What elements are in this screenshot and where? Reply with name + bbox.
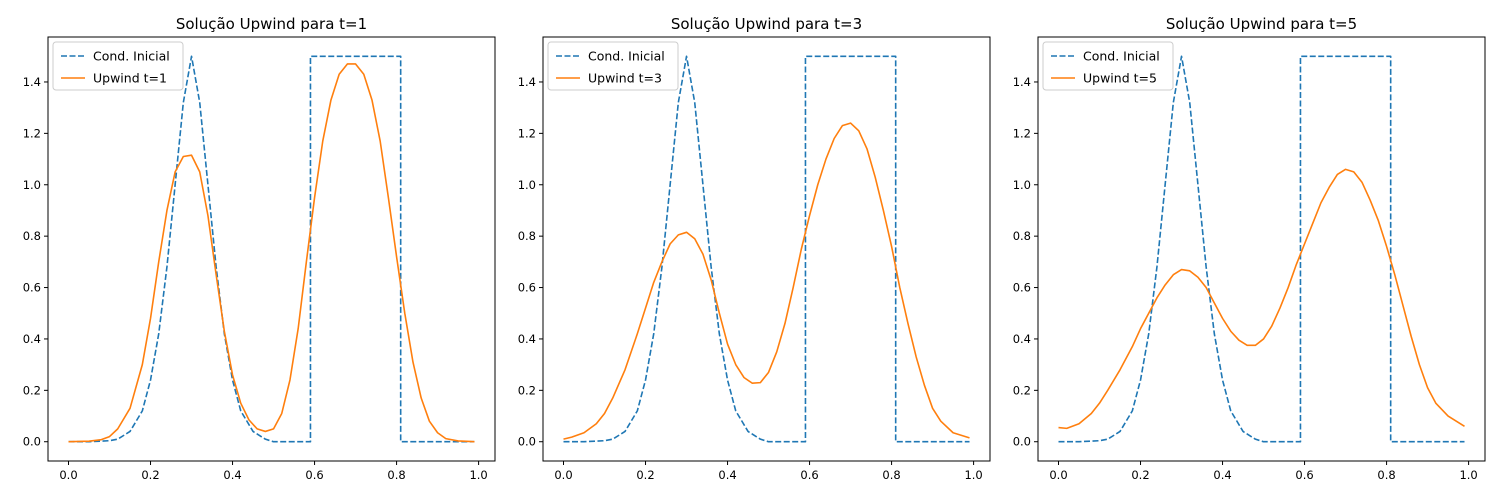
legend-label: Cond. Inicial (1083, 49, 1160, 64)
y-tick-label: 1.0 (23, 178, 41, 192)
y-tick-label: 0.8 (518, 229, 536, 243)
chart-panel-2: Solução Upwind para t=3 0.0 0.2 0.4 0.6 0.8 1.… (518, 15, 991, 482)
chart-panel-1: Solução Upwind para t=1 0.0 0.2 0.4 0.6 0.8 1.… (23, 15, 496, 482)
y-tick-label: 1.0 (1013, 178, 1031, 192)
series-group (1058, 55, 1465, 443)
axes-frame (47, 36, 496, 462)
y-tick-label: 0.6 (518, 281, 536, 295)
x-tick-label: 0.0 (554, 468, 572, 482)
axes-frame (542, 36, 991, 462)
x-tick-label: 0.0 (1049, 468, 1067, 482)
y-tick-label: 0.0 (23, 435, 41, 449)
legend-box (52, 41, 184, 91)
legend-label: Cond. Inicial (93, 49, 170, 64)
x-tick-label: 0.2 (1131, 468, 1149, 482)
legend-label: Cond. Inicial (588, 49, 665, 64)
chart-title: Solução Upwind para t=1 (176, 15, 367, 33)
series-group (68, 55, 475, 443)
legend: Cond. Inicial Upwind t=1 (52, 41, 184, 91)
x-tick-label: 0.8 (1377, 468, 1395, 482)
series-line-initial-condition (563, 55, 970, 443)
series-group (563, 55, 970, 443)
x-tick-label: 0.6 (800, 468, 818, 482)
legend-label: Upwind t=3 (588, 71, 662, 86)
y-tick-label: 0.8 (23, 229, 41, 243)
y-tick-label: 0.0 (1013, 435, 1031, 449)
x-tick-label: 0.6 (305, 468, 323, 482)
x-tick-label: 0.4 (718, 468, 736, 482)
y-tick-label: 0.6 (23, 281, 41, 295)
y-tick-label: 0.2 (1013, 383, 1031, 397)
x-tick-label: 0.8 (387, 468, 405, 482)
x-tick-label: 0.4 (1213, 468, 1231, 482)
y-tick-label: 0.0 (518, 435, 536, 449)
legend-box (547, 41, 679, 91)
x-tick-label: 1.0 (469, 468, 487, 482)
series-line-initial-condition (68, 55, 475, 443)
y-tick-label: 0.2 (518, 383, 536, 397)
y-tick-label: 0.4 (23, 332, 41, 346)
x-tick-label: 0.6 (1295, 468, 1313, 482)
axes-frame (1037, 36, 1486, 462)
legend-box (1042, 41, 1174, 91)
y-tick-label: 1.4 (518, 75, 536, 89)
y-tick-label: 0.6 (1013, 281, 1031, 295)
legend: Cond. Inicial Upwind t=5 (1042, 41, 1174, 91)
legend-label: Upwind t=1 (93, 71, 167, 86)
legend: Cond. Inicial Upwind t=3 (547, 41, 679, 91)
chart-title: Solução Upwind para t=5 (1166, 15, 1357, 33)
y-tick-label: 1.2 (23, 126, 41, 140)
x-tick-label: 0.2 (636, 468, 654, 482)
series-line-upwind (68, 63, 475, 443)
y-tick-label: 0.8 (1013, 229, 1031, 243)
chart-panel-3: Solução Upwind para t=5 0.0 0.2 0.4 0.6 0.8 1.… (1013, 15, 1486, 482)
series-line-initial-condition (1058, 55, 1465, 443)
y-tick-label: 1.2 (1013, 126, 1031, 140)
x-tick-label: 0.8 (882, 468, 900, 482)
series-line-upwind (1058, 168, 1465, 430)
x-tick-label: 0.0 (59, 468, 77, 482)
x-tick-label: 1.0 (1459, 468, 1477, 482)
y-tick-label: 0.4 (518, 332, 536, 346)
series-line-upwind (563, 122, 970, 440)
y-tick-label: 1.0 (518, 178, 536, 192)
chart-title: Solução Upwind para t=3 (671, 15, 862, 33)
x-tick-label: 1.0 (964, 468, 982, 482)
y-tick-label: 0.4 (1013, 332, 1031, 346)
y-tick-label: 1.2 (518, 126, 536, 140)
x-tick-label: 0.4 (223, 468, 241, 482)
y-tick-label: 1.4 (23, 75, 41, 89)
y-tick-label: 1.4 (1013, 75, 1031, 89)
y-tick-label: 0.2 (23, 383, 41, 397)
x-tick-label: 0.2 (141, 468, 159, 482)
legend-label: Upwind t=5 (1083, 71, 1157, 86)
